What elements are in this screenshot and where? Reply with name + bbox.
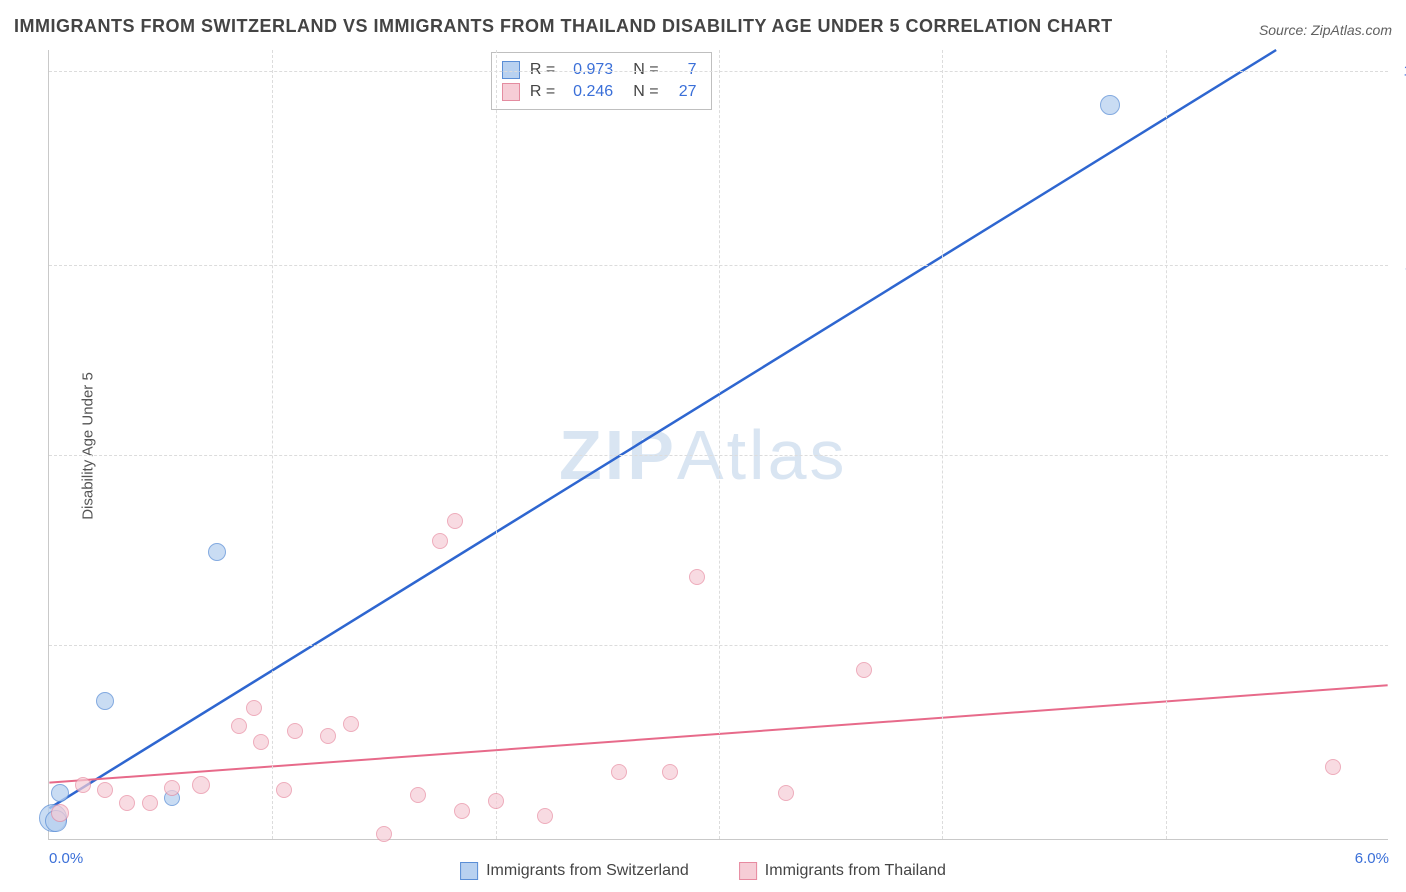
y-tick-label: 11.2%	[1396, 257, 1406, 274]
r-value: 0.246	[565, 81, 613, 103]
data-point	[662, 764, 678, 780]
data-point	[208, 543, 226, 561]
data-point	[488, 793, 504, 809]
data-point	[410, 787, 426, 803]
series-legend-label: Immigrants from Switzerland	[486, 862, 689, 880]
series-legend-item: Immigrants from Switzerland	[460, 862, 689, 880]
data-point	[164, 780, 180, 796]
data-point	[447, 513, 463, 529]
data-point	[320, 728, 336, 744]
r-label: R =	[530, 81, 555, 103]
data-point	[432, 533, 448, 549]
data-point	[1325, 759, 1341, 775]
data-point	[1100, 95, 1120, 115]
series-legend-item: Immigrants from Thailand	[739, 862, 946, 880]
data-point	[75, 777, 91, 793]
v-gridline	[1166, 50, 1167, 839]
legend-swatch	[739, 862, 757, 880]
data-point	[343, 716, 359, 732]
data-point	[51, 804, 69, 822]
source-label: Source: ZipAtlas.com	[1259, 22, 1392, 38]
v-gridline	[496, 50, 497, 839]
correlation-legend-row: R = 0.246 N = 27	[502, 81, 697, 103]
n-label: N =	[633, 81, 658, 103]
v-gridline	[942, 50, 943, 839]
data-point	[611, 764, 627, 780]
data-point	[142, 795, 158, 811]
legend-swatch	[460, 862, 478, 880]
x-tick-label: 0.0%	[49, 850, 83, 867]
v-gridline	[272, 50, 273, 839]
data-point	[119, 795, 135, 811]
data-point	[97, 782, 113, 798]
data-point	[287, 723, 303, 739]
data-point	[51, 784, 69, 802]
y-tick-label: 7.5%	[1396, 447, 1406, 464]
data-point	[454, 803, 470, 819]
data-point	[96, 692, 114, 710]
x-tick-label: 6.0%	[1355, 850, 1389, 867]
data-point	[276, 782, 292, 798]
series-legend-label: Immigrants from Thailand	[765, 862, 946, 880]
data-point	[246, 700, 262, 716]
data-point	[231, 718, 247, 734]
data-point	[689, 569, 705, 585]
n-value: 27	[669, 81, 697, 103]
v-gridline	[719, 50, 720, 839]
legend-swatch	[502, 83, 520, 101]
series-legend: Immigrants from Switzerland Immigrants fr…	[460, 862, 946, 880]
y-tick-label: 3.8%	[1396, 637, 1406, 654]
data-point	[376, 826, 392, 842]
data-point	[856, 662, 872, 678]
plot-area: ZIPAtlas R =0.973N =7R =0.246N =27 3.8%7…	[48, 50, 1388, 840]
trend-line	[49, 50, 1276, 808]
correlation-legend: R =0.973N =7R =0.246N =27	[491, 52, 712, 110]
chart-container: IMMIGRANTS FROM SWITZERLAND VS IMMIGRANT…	[0, 0, 1406, 892]
data-point	[778, 785, 794, 801]
chart-title: IMMIGRANTS FROM SWITZERLAND VS IMMIGRANT…	[14, 16, 1113, 37]
y-tick-label: 15.0%	[1396, 62, 1406, 79]
data-point	[253, 734, 269, 750]
data-point	[537, 808, 553, 824]
data-point	[192, 776, 210, 794]
